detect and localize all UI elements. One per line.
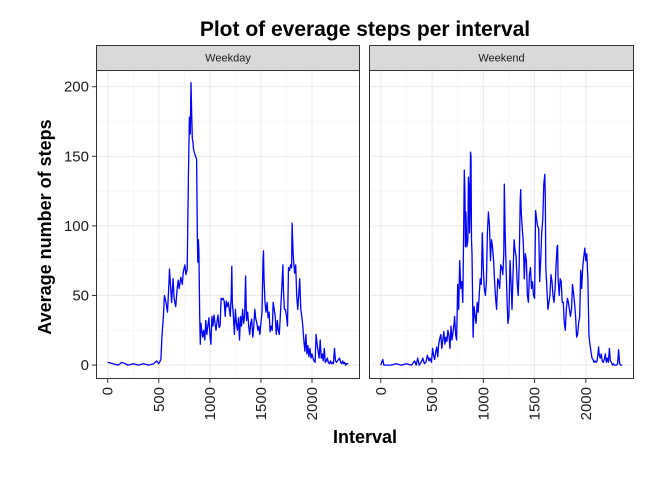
x-tick-label: 1500 bbox=[527, 387, 544, 420]
facet-strip bbox=[96, 45, 360, 71]
x-tick-label: 2000 bbox=[304, 387, 321, 420]
panel-weekend: Weekend 0 500 1000 1500 2000 bbox=[369, 45, 634, 420]
x-tick-label: 500 bbox=[151, 387, 168, 412]
y-tick-label: 50 bbox=[72, 287, 89, 304]
facet-strip-label: Weekend bbox=[478, 53, 524, 65]
series-line-weekday bbox=[107, 81, 349, 366]
facet-strip-label: Weekday bbox=[205, 53, 251, 65]
panel-background bbox=[369, 70, 634, 379]
y-tick-label: 200 bbox=[64, 79, 89, 96]
x-tick-label: 0 bbox=[373, 387, 390, 395]
chart-panels: Weekday 0 500 1000 1500 2000 0 50 100 150 200 Weeke… bbox=[64, 45, 634, 420]
x-tick-label: 500 bbox=[424, 387, 441, 412]
x-tick-label: 1000 bbox=[202, 387, 219, 420]
panel-weekday: Weekday 0 500 1000 1500 2000 0 50 100 150 200 bbox=[64, 45, 360, 420]
y-axis-title: Average number of steps bbox=[35, 119, 55, 334]
x-tick-label: 1000 bbox=[475, 387, 492, 420]
y-tick-label: 150 bbox=[64, 148, 89, 165]
y-tick-label: 0 bbox=[81, 357, 89, 374]
panel-background bbox=[96, 70, 360, 379]
chart-title: Plot of everage steps per interval bbox=[200, 18, 530, 41]
y-tick-label: 100 bbox=[64, 218, 89, 235]
x-axis-title: Interval bbox=[333, 427, 397, 447]
facet-strip bbox=[369, 45, 634, 71]
x-tick-label: 2000 bbox=[578, 387, 595, 420]
x-tick-label: 1500 bbox=[253, 387, 270, 420]
x-tick-label: 0 bbox=[100, 387, 117, 395]
series-line-weekend bbox=[380, 151, 623, 366]
